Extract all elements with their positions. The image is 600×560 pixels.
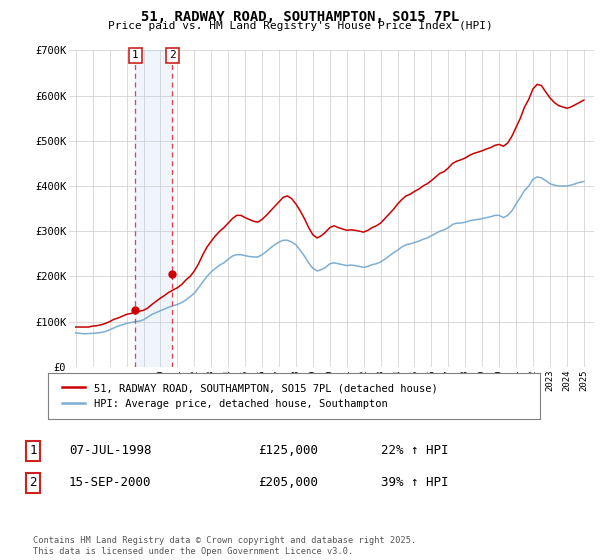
Text: Price paid vs. HM Land Registry's House Price Index (HPI): Price paid vs. HM Land Registry's House … [107,21,493,31]
Text: 1: 1 [29,444,37,458]
Text: 39% ↑ HPI: 39% ↑ HPI [381,476,449,489]
Text: 07-JUL-1998: 07-JUL-1998 [69,444,151,458]
Text: Contains HM Land Registry data © Crown copyright and database right 2025.
This d: Contains HM Land Registry data © Crown c… [33,536,416,556]
Text: 51, RADWAY ROAD, SOUTHAMPTON, SO15 7PL: 51, RADWAY ROAD, SOUTHAMPTON, SO15 7PL [141,10,459,24]
Text: £125,000: £125,000 [258,444,318,458]
Text: £205,000: £205,000 [258,476,318,489]
Legend: 51, RADWAY ROAD, SOUTHAMPTON, SO15 7PL (detached house), HPI: Average price, det: 51, RADWAY ROAD, SOUTHAMPTON, SO15 7PL (… [58,379,442,413]
Text: 22% ↑ HPI: 22% ↑ HPI [381,444,449,458]
Text: 2: 2 [169,50,176,60]
Text: 2: 2 [29,476,37,489]
Text: 1: 1 [132,50,139,60]
Text: 15-SEP-2000: 15-SEP-2000 [69,476,151,489]
Bar [136,50,172,367]
